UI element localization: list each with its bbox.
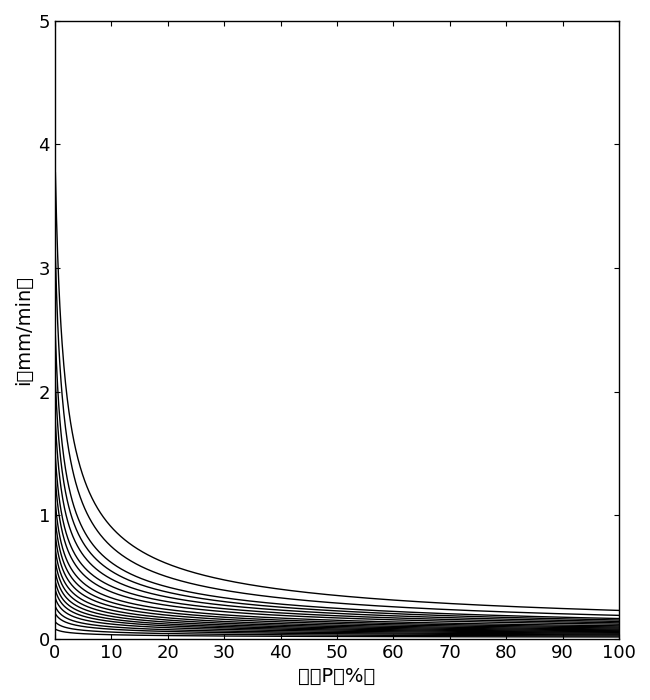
X-axis label: 频率P（%）: 频率P（%）: [298, 667, 376, 686]
Y-axis label: i（mm/min）: i（mm/min）: [14, 275, 33, 385]
